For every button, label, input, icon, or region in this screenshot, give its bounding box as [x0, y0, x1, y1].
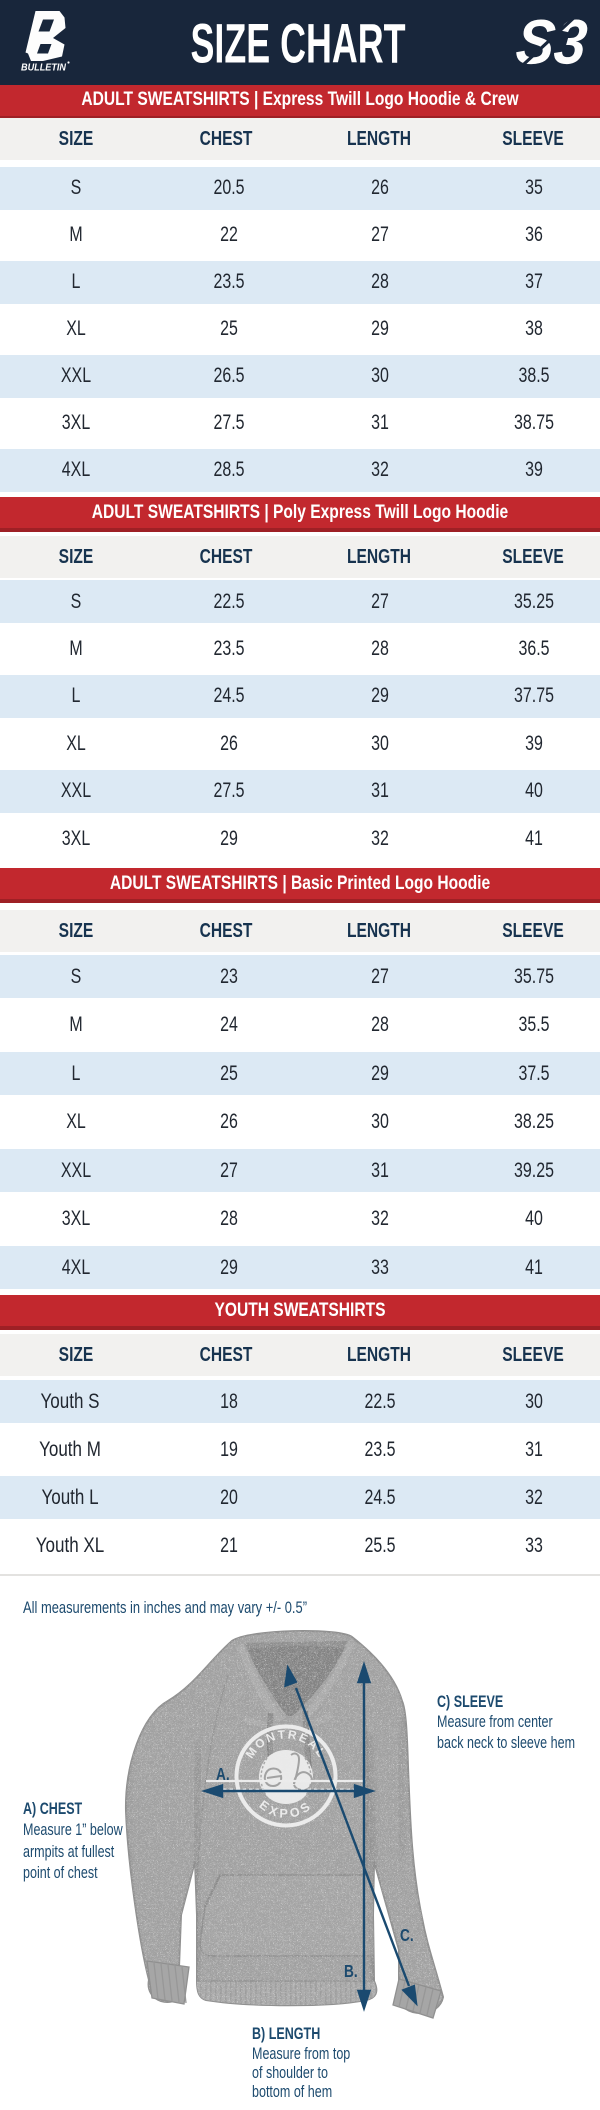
- svg-text:S3: S3: [513, 8, 590, 78]
- svg-text:A.: A.: [216, 1766, 230, 1785]
- svg-text:C.: C.: [400, 1927, 414, 1946]
- svg-text:B.: B.: [344, 1963, 358, 1982]
- svg-text:BULLETIN: BULLETIN: [21, 62, 66, 74]
